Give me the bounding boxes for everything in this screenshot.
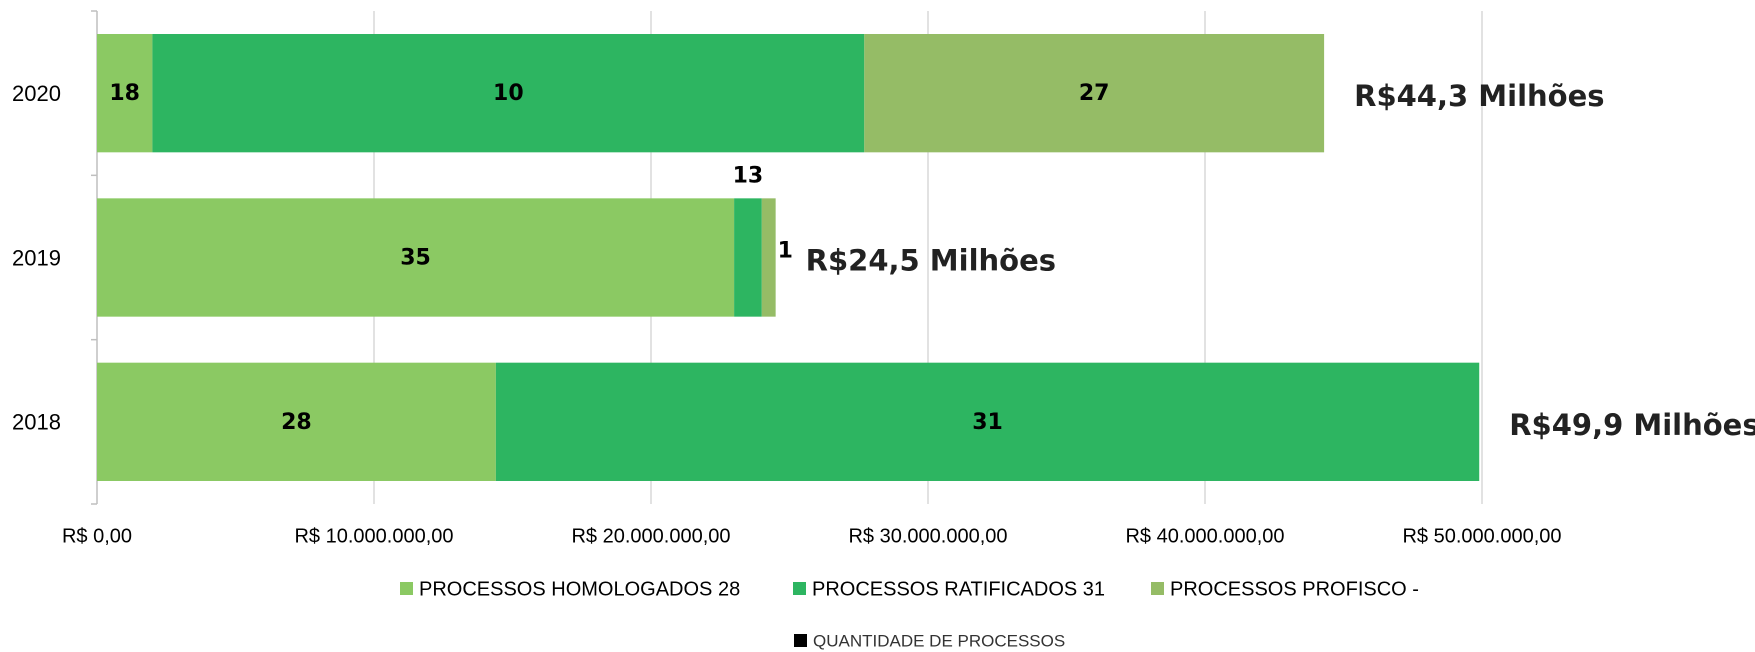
legend-swatch (400, 582, 413, 595)
bar-segment (97, 34, 153, 153)
x-tick-label: R$ 10.000.000,00 (294, 525, 453, 547)
data-label: 31 (972, 410, 1003, 435)
bar-segment (495, 362, 1480, 481)
bar-segment (97, 198, 735, 317)
bar-segment (97, 362, 496, 481)
legend-swatch (793, 582, 806, 595)
total-label: R$49,9 Milhões (1509, 408, 1755, 442)
total-label: R$24,5 Milhões (806, 244, 1056, 278)
x-tick-label: R$ 50.000.000,00 (1402, 525, 1561, 547)
legend-swatch (1151, 582, 1164, 595)
total-label: R$44,3 Milhões (1354, 79, 1604, 113)
y-tick-label: 2018 (12, 410, 61, 435)
bar-segment (864, 34, 1325, 153)
x-tick-label: R$ 30.000.000,00 (848, 525, 1007, 547)
data-label: 27 (1079, 81, 1110, 106)
bar-segment (152, 34, 865, 153)
data-label: 35 (400, 246, 431, 271)
bar-segment (734, 198, 762, 317)
x-tick-label: R$ 40.000.000,00 (1125, 525, 1284, 547)
data-label: 13 (733, 163, 764, 188)
bar-segment (761, 198, 776, 317)
legend-label: PROCESSOS RATIFICADOS 31 (812, 578, 1105, 600)
data-label: 28 (281, 410, 312, 435)
legend-label: PROCESSOS PROFISCO - (1170, 578, 1419, 600)
data-label: 1 (778, 239, 793, 264)
y-tick-label: 2019 (12, 245, 61, 270)
legend-label: PROCESSOS HOMOLOGADOS 28 (419, 578, 740, 600)
legend-swatch (794, 634, 807, 647)
y-tick-label: 2020 (12, 81, 61, 106)
x-tick-label: R$ 20.000.000,00 (571, 525, 730, 547)
x-tick-label: R$ 0,00 (62, 525, 132, 547)
data-label: 18 (109, 81, 140, 106)
data-label: 10 (493, 81, 524, 106)
legend-label: QUANTIDADE DE PROCESSOS (813, 631, 1065, 650)
